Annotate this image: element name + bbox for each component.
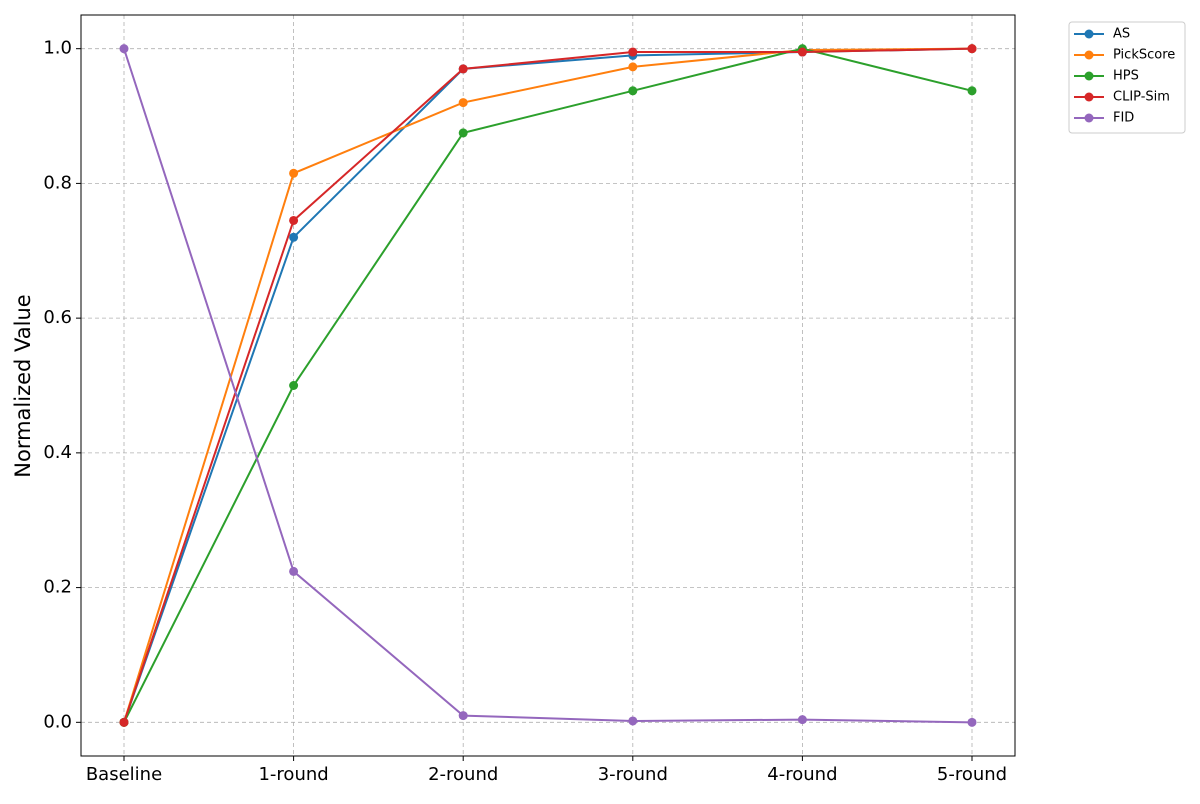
legend-marker [1084, 113, 1094, 123]
data-point [458, 64, 468, 74]
data-point [289, 566, 299, 576]
y-tick-label: 0.8 [43, 172, 72, 193]
data-point [967, 717, 977, 727]
legend-label: AS [1113, 27, 1130, 42]
data-point [797, 715, 807, 725]
data-point [289, 381, 299, 390]
x-tick-label: 2-round [428, 764, 498, 785]
legend-marker [1084, 29, 1094, 39]
x-tick-label: 5-round [937, 764, 1007, 785]
x-tick-label: 1-round [258, 764, 328, 785]
data-point [458, 98, 468, 108]
legend-marker [1084, 71, 1094, 81]
legend-label: PickScore [1113, 48, 1175, 63]
legend-label: CLIP-Sim [1113, 90, 1170, 105]
data-point [628, 716, 638, 726]
y-tick-label: 0.4 [43, 442, 72, 463]
data-point [289, 215, 299, 225]
data-point [967, 86, 977, 96]
data-point [628, 62, 638, 72]
legend-marker [1084, 50, 1094, 60]
plot-frame [80, 14, 1016, 757]
data-point [628, 47, 638, 57]
x-tick-label: Baseline [86, 764, 162, 785]
legend-box [1068, 21, 1186, 134]
y-tick-label: 0.0 [43, 711, 72, 732]
data-point [797, 47, 807, 57]
series-line [123, 47, 973, 723]
y-axis-label: Normalized Value [11, 294, 35, 477]
data-point [119, 44, 129, 54]
data-point [119, 717, 129, 727]
series-line [123, 47, 973, 723]
y-tick-label: 0.6 [43, 307, 72, 328]
series-line [123, 47, 973, 723]
legend-label: HPS [1113, 69, 1139, 84]
x-tick-label: 3-round [598, 764, 668, 785]
data-point [458, 128, 468, 138]
legend-label: FID [1113, 111, 1134, 126]
data-point [289, 232, 299, 242]
data-point [289, 168, 299, 178]
legend-marker [1084, 92, 1094, 102]
series-line [123, 48, 973, 724]
data-point [967, 44, 977, 54]
data-point [628, 86, 638, 96]
y-tick-label: 1.0 [43, 38, 72, 59]
data-point [458, 711, 468, 721]
x-tick-label: 4-round [767, 764, 837, 785]
y-tick-label: 0.2 [43, 577, 72, 598]
series-line [123, 47, 973, 723]
